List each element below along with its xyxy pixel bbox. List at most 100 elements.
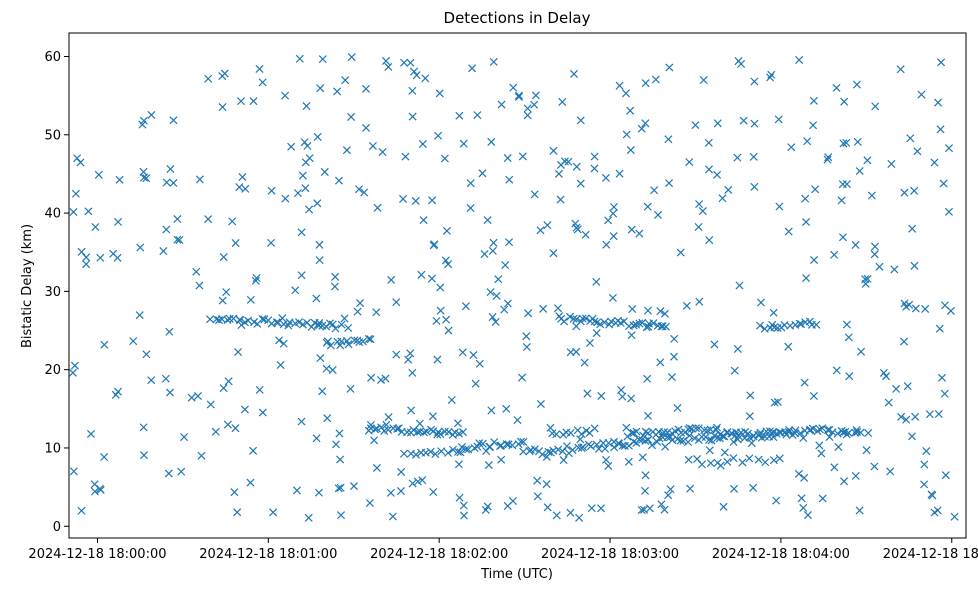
data-point — [417, 270, 426, 279]
data-point — [837, 196, 846, 205]
data-point — [334, 484, 343, 493]
data-point — [91, 222, 100, 232]
data-point — [147, 376, 156, 385]
data-point — [787, 143, 796, 152]
data-point — [403, 428, 412, 437]
data-point — [346, 384, 355, 393]
data-point — [809, 121, 818, 130]
data-point — [367, 373, 376, 382]
data-point — [147, 110, 156, 119]
data-point — [817, 449, 826, 458]
data-point — [100, 453, 109, 462]
data-point — [458, 348, 467, 357]
plot-area — [68, 32, 967, 539]
data-point — [697, 432, 706, 441]
data-point — [690, 434, 699, 443]
data-point — [466, 179, 475, 188]
data-point — [710, 340, 719, 349]
data-point — [870, 242, 880, 251]
data-point — [745, 454, 754, 463]
data-point — [539, 304, 548, 313]
data-point — [421, 448, 430, 457]
data-point — [408, 368, 417, 377]
data-point — [801, 194, 810, 203]
data-point — [514, 91, 523, 100]
data-point — [730, 366, 739, 375]
data-point — [705, 446, 714, 455]
data-point — [658, 429, 667, 438]
data-point — [930, 158, 939, 167]
data-point — [944, 207, 953, 216]
data-point — [427, 274, 436, 283]
data-point — [429, 487, 438, 497]
data-point — [940, 301, 950, 310]
data-point — [508, 441, 517, 450]
data-point — [336, 455, 345, 464]
data-point — [554, 445, 563, 454]
data-point — [697, 460, 706, 469]
data-point — [729, 437, 738, 446]
data-point — [857, 347, 866, 356]
data-point — [396, 487, 406, 496]
data-point — [370, 436, 379, 445]
data-point — [910, 261, 919, 270]
data-point — [241, 184, 250, 193]
data-point — [318, 55, 327, 64]
data-point — [408, 479, 417, 488]
data-point — [578, 314, 587, 323]
data-point — [609, 232, 618, 241]
data-point — [549, 146, 558, 155]
data-point — [281, 194, 290, 203]
data-point — [455, 111, 464, 120]
data-point — [418, 476, 427, 485]
data-point — [505, 175, 514, 184]
data-point — [302, 102, 311, 111]
data-point — [705, 236, 714, 245]
data-point — [162, 225, 171, 234]
data-point — [223, 315, 232, 324]
data-point — [218, 296, 227, 305]
data-point — [500, 305, 509, 314]
data-point — [362, 123, 371, 132]
data-point — [408, 86, 417, 95]
data-point — [408, 112, 417, 121]
data-point — [432, 316, 441, 326]
data-point — [173, 214, 182, 224]
data-point — [556, 195, 565, 204]
data-point — [195, 175, 204, 184]
data-point — [173, 235, 182, 244]
data-point — [86, 429, 96, 438]
data-point — [845, 372, 854, 381]
data-point — [297, 228, 306, 237]
data-point — [434, 131, 443, 140]
data-point — [870, 250, 879, 259]
data-point — [323, 414, 332, 423]
data-point — [294, 318, 304, 327]
data-point — [218, 103, 227, 112]
data-point — [660, 309, 669, 318]
data-point — [489, 238, 498, 247]
data-point — [448, 445, 458, 454]
data-point — [604, 216, 613, 225]
data-point — [342, 146, 351, 155]
data-point — [169, 116, 178, 125]
data-point — [169, 178, 178, 187]
data-point — [936, 125, 945, 134]
data-point — [939, 179, 948, 188]
data-point — [300, 138, 309, 147]
data-point — [851, 240, 860, 249]
data-point — [420, 428, 429, 437]
data-point — [314, 488, 323, 497]
data-point — [458, 428, 468, 437]
data-point — [802, 217, 811, 227]
data-point — [650, 186, 659, 195]
data-point — [940, 389, 949, 398]
data-point — [770, 398, 779, 407]
data-point — [142, 174, 151, 183]
data-point — [356, 299, 365, 308]
data-point — [368, 141, 377, 150]
data-point — [473, 111, 482, 120]
data-point — [381, 56, 391, 65]
data-point — [480, 250, 489, 259]
data-point — [811, 185, 820, 194]
